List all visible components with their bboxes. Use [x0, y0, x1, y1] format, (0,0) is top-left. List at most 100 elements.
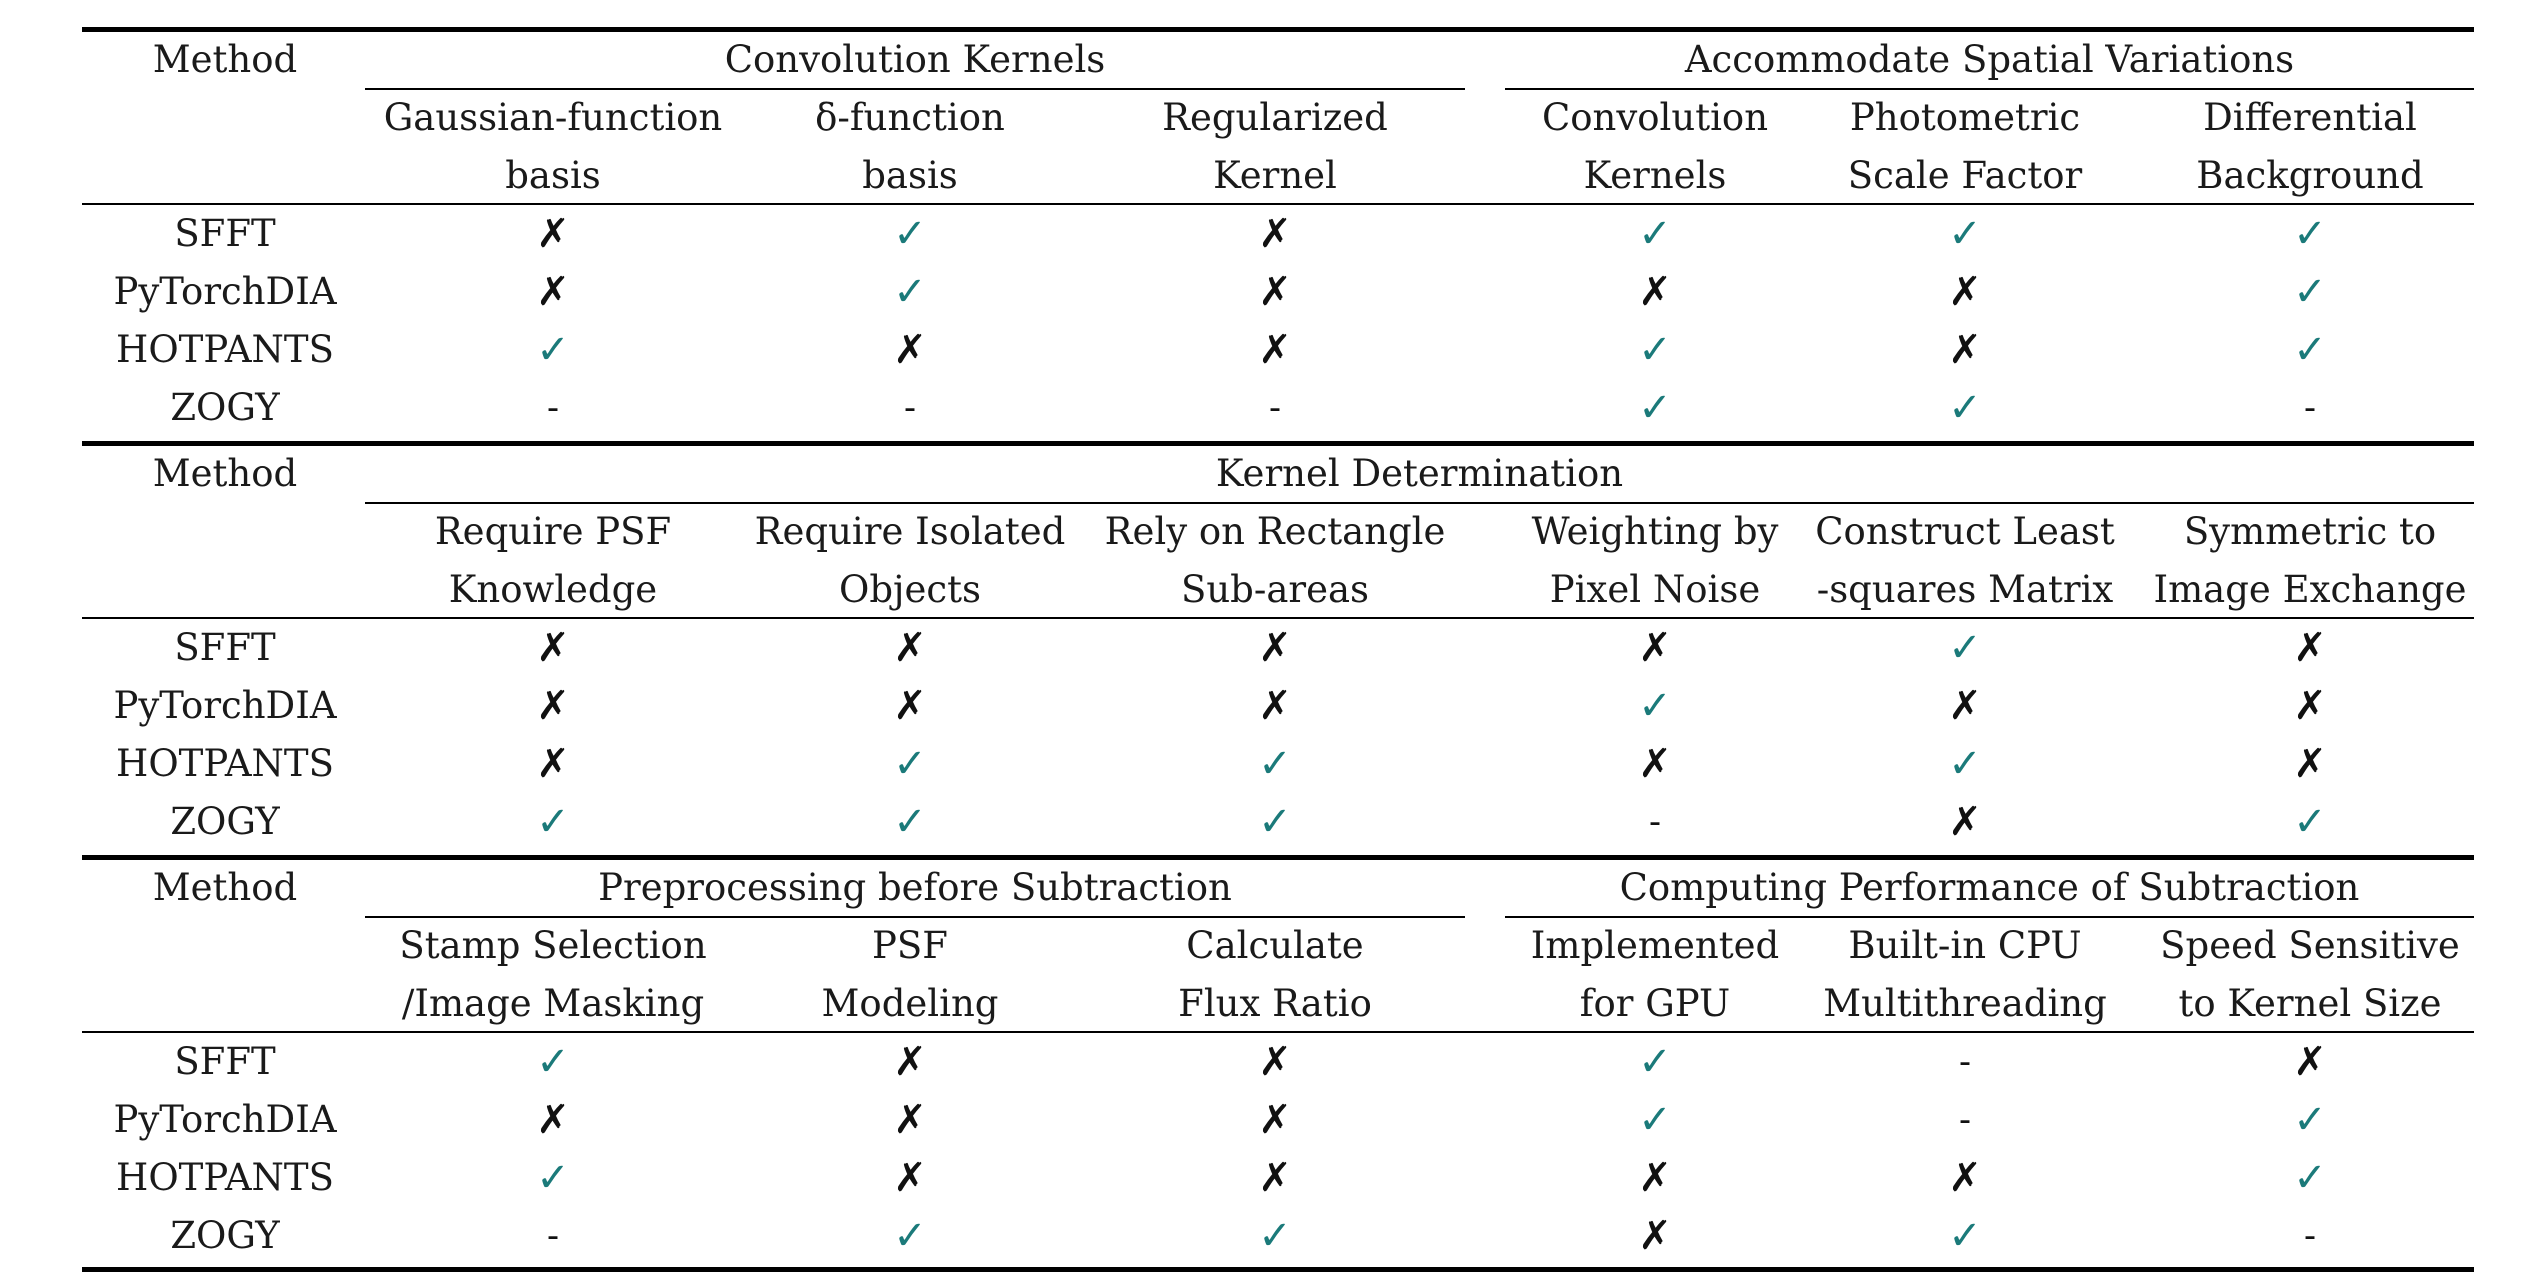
check-icon: ✓ — [536, 799, 570, 845]
table-rule-top — [82, 855, 2474, 860]
check-icon: ✓ — [1638, 1097, 1672, 1143]
column-header: -squares Matrix — [1816, 568, 2114, 611]
column-header: Scale Factor — [1847, 154, 2083, 197]
check-icon: ✓ — [536, 1155, 570, 1201]
group-header-rule — [365, 916, 1465, 918]
group-header: Preprocessing before Subtraction — [598, 866, 1232, 909]
cross-icon: ✗ — [536, 269, 570, 315]
check-icon: ✓ — [893, 741, 927, 787]
cross-icon: ✗ — [1948, 327, 1982, 373]
column-header: Knowledge — [448, 568, 658, 611]
column-header: Speed Sensitive — [2160, 924, 2460, 967]
check-icon: ✓ — [1638, 327, 1672, 373]
column-header: Rely on Rectangle — [1104, 510, 1446, 553]
cross-icon: ✗ — [893, 1155, 927, 1201]
cross-icon: ✗ — [2293, 741, 2327, 787]
cross-icon: ✗ — [1258, 1039, 1292, 1085]
column-header: Sub-areas — [1180, 568, 1370, 611]
check-icon: ✓ — [1638, 211, 1672, 257]
cross-icon: ✗ — [1258, 1155, 1292, 1201]
column-header: Differential — [2203, 96, 2417, 139]
group-header: Convolution Kernels — [724, 38, 1106, 81]
cross-icon: ✗ — [1258, 269, 1292, 315]
column-header: PSF — [872, 924, 948, 967]
check-icon: ✓ — [1948, 385, 1982, 431]
method-name: SFFT — [174, 212, 276, 255]
group-header: Kernel Determination — [1215, 452, 1624, 495]
method-name: HOTPANTS — [116, 328, 334, 371]
cross-icon: ✗ — [536, 211, 570, 257]
check-icon: ✓ — [536, 1039, 570, 1085]
column-header: basis — [862, 154, 958, 197]
table-rule-top — [82, 441, 2474, 446]
group-header-rule — [365, 88, 1465, 90]
column-header: Symmetric to — [2183, 510, 2437, 553]
dash-icon: - — [1648, 802, 1662, 842]
column-header: basis — [505, 154, 601, 197]
check-icon: ✓ — [2293, 1097, 2327, 1143]
table-rule-top — [82, 27, 2474, 32]
cross-icon: ✗ — [1638, 1155, 1672, 1201]
check-icon: ✓ — [893, 799, 927, 845]
cross-icon: ✗ — [893, 1039, 927, 1085]
cross-icon: ✗ — [536, 625, 570, 671]
column-header: Kernel — [1213, 154, 1337, 197]
check-icon: ✓ — [1948, 625, 1982, 671]
method-header: Method — [152, 38, 298, 81]
check-icon: ✓ — [1948, 211, 1982, 257]
column-header: Regularized — [1162, 96, 1388, 139]
dash-icon: - — [1958, 1042, 1972, 1082]
method-name: HOTPANTS — [116, 742, 334, 785]
cross-icon: ✗ — [893, 327, 927, 373]
dash-icon: - — [2303, 388, 2317, 428]
cross-icon: ✗ — [536, 683, 570, 729]
method-header: Method — [152, 866, 298, 909]
method-name: PyTorchDIA — [113, 684, 337, 727]
column-header: Require PSF — [434, 510, 672, 553]
method-name: ZOGY — [170, 800, 280, 843]
check-icon: ✓ — [1258, 1213, 1292, 1259]
method-name: PyTorchDIA — [113, 1098, 337, 1141]
column-header: Background — [2196, 154, 2424, 197]
cross-icon: ✗ — [1638, 741, 1672, 787]
method-header: Method — [152, 452, 298, 495]
column-header: Pixel Noise — [1549, 568, 1761, 611]
cross-icon: ✗ — [2293, 683, 2327, 729]
cross-icon: ✗ — [893, 683, 927, 729]
group-header-rule — [365, 502, 2474, 504]
column-header: Image Exchange — [2153, 568, 2467, 611]
cross-icon: ✗ — [1948, 269, 1982, 315]
cross-icon: ✗ — [536, 1097, 570, 1143]
column-header: Implemented — [1530, 924, 1780, 967]
method-name: SFFT — [174, 1040, 276, 1083]
column-header: /Image Masking — [401, 982, 705, 1025]
column-header: Convolution — [1541, 96, 1769, 139]
check-icon: ✓ — [536, 327, 570, 373]
column-header: Stamp Selection — [399, 924, 707, 967]
column-header: for GPU — [1579, 982, 1731, 1025]
dash-icon: - — [546, 388, 560, 428]
table-rule-bottom — [82, 1267, 2474, 1272]
check-icon: ✓ — [1638, 385, 1672, 431]
cross-icon: ✗ — [1948, 799, 1982, 845]
method-name: PyTorchDIA — [113, 270, 337, 313]
cross-icon: ✗ — [1948, 1155, 1982, 1201]
column-header: Built-in CPU — [1848, 924, 2082, 967]
cross-icon: ✗ — [893, 1097, 927, 1143]
check-icon: ✓ — [2293, 327, 2327, 373]
method-name: HOTPANTS — [116, 1156, 334, 1199]
cross-icon: ✗ — [1638, 269, 1672, 315]
cross-icon: ✗ — [1258, 625, 1292, 671]
dash-icon: - — [903, 388, 917, 428]
column-header: Modeling — [821, 982, 999, 1025]
cross-icon: ✗ — [1258, 327, 1292, 373]
cross-icon: ✗ — [1948, 683, 1982, 729]
check-icon: ✓ — [893, 269, 927, 315]
column-header: Require Isolated — [754, 510, 1066, 553]
group-header: Accommodate Spatial Variations — [1684, 38, 2295, 81]
column-header: Multithreading — [1823, 982, 2107, 1025]
check-icon: ✓ — [2293, 211, 2327, 257]
group-header: Computing Performance of Subtraction — [1619, 866, 2360, 909]
header-rule — [82, 203, 2474, 205]
